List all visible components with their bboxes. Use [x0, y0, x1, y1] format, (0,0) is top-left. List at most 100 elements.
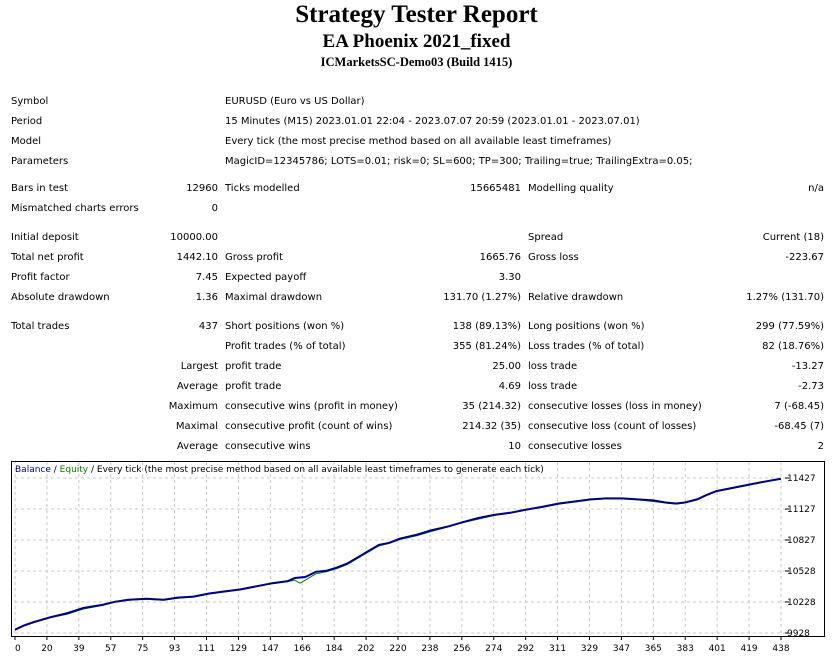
symbol-label: Symbol [11, 96, 49, 107]
chart-series [14, 477, 782, 631]
mismatch-value: 0 [211, 203, 218, 214]
legend-balance: Balance [15, 465, 51, 475]
x-tick-label: 129 [230, 644, 247, 654]
largest-profit-value: 25.00 [492, 361, 521, 372]
gross-profit-value: 1665.76 [479, 252, 521, 263]
relative-drawdown-value: 1.27% (131.70) [746, 292, 824, 303]
gross-profit-label: Gross profit [225, 252, 283, 263]
report-title: Strategy Tester Report [295, 1, 538, 28]
short-positions-value: 138 (89.13%) [452, 321, 521, 332]
x-tick-label: 438 [772, 644, 789, 654]
max-consecutive-losses-label: consecutive losses (loss in money) [528, 401, 702, 412]
x-tick-label: 184 [326, 644, 343, 654]
largest-loss-label: loss trade [528, 361, 578, 372]
ticks-value: 15665481 [470, 183, 521, 194]
relative-drawdown-label: Relative drawdown [528, 292, 624, 303]
max-consecutive-wins-label: consecutive wins (profit in money) [225, 401, 398, 412]
chart-x-axis: 0 20 39 57 75 93 111 129 147 166 184 202 220 238 256 27… [14, 636, 790, 654]
x-tick-label: 383 [677, 644, 694, 654]
initial-deposit-value: 10000.00 [170, 232, 218, 243]
profit-factor-value: 7.45 [195, 272, 218, 283]
balance-line [14, 477, 782, 631]
y-tick-label: 10827 [787, 536, 816, 546]
loss-trades-label: Loss trades (% of total) [528, 341, 645, 352]
legend-description: / Every tick (the most precise method ba… [88, 465, 544, 475]
largest-profit-label: profit trade [225, 361, 282, 372]
y-tick-label: 11427 [787, 474, 816, 484]
x-tick-label: 419 [740, 644, 757, 654]
expected-payoff-value: 3.30 [498, 272, 521, 283]
bars-label: Bars in test [11, 183, 68, 194]
expected-payoff-label: Expected payoff [225, 272, 307, 283]
total-trades-label: Total trades [11, 321, 70, 332]
x-tick-label: 20 [41, 644, 53, 654]
largest-loss-value: -13.27 [791, 361, 824, 372]
x-tick-label: 274 [485, 644, 502, 654]
maximal-consecutive-loss-value: -68.45 (7) [774, 421, 824, 432]
average-loss-value: -2.73 [798, 381, 824, 392]
chart-plot-border [11, 461, 825, 637]
average-loss-label: loss trade [528, 381, 578, 392]
legend-separator: / [51, 465, 60, 475]
balance-equity-chart: Balance / Equity / Every tick (the most … [11, 461, 825, 654]
chart-y-axis: 11427 11127 10827 10528 10228 9928 [785, 474, 816, 639]
x-tick-label: 111 [198, 644, 215, 654]
y-tick-label: 10528 [787, 567, 816, 577]
x-tick-label: 166 [294, 644, 311, 654]
x-tick-label: 292 [517, 644, 534, 654]
net-profit-label: Total net profit [11, 252, 84, 263]
maximal-consecutive-loss-label: consecutive loss (count of losses) [528, 421, 697, 432]
profit-trades-label: Profit trades (% of total) [225, 341, 346, 352]
average-consecutive-losses-label: consecutive losses [528, 441, 622, 452]
model-label: Model [11, 136, 42, 147]
maximal-drawdown-label: Maximal drawdown [225, 292, 323, 303]
x-tick-label: 401 [709, 644, 726, 654]
maximal-label: Maximal [175, 421, 218, 432]
period-value: 15 Minutes (M15) 2023.01.01 22:04 - 2023… [225, 116, 640, 127]
server-build: ICMarketsSC-Demo03 (Build 1415) [320, 55, 513, 69]
x-tick-label: 39 [73, 644, 85, 654]
initial-deposit-label: Initial deposit [11, 232, 79, 243]
total-trades-value: 437 [198, 321, 218, 332]
x-tick-label: 75 [137, 644, 148, 654]
max-consecutive-losses-value: 7 (-68.45) [774, 401, 824, 412]
short-positions-label: Short positions (won %) [225, 321, 345, 332]
x-tick-label: 347 [613, 644, 630, 654]
x-tick-label: 238 [421, 644, 438, 654]
quality-label: Modelling quality [528, 183, 614, 194]
model-value: Every tick (the most precise method base… [225, 136, 612, 147]
x-tick-label: 93 [169, 644, 180, 654]
gross-loss-label: Gross loss [528, 252, 579, 263]
chart-legend: Balance / Equity / Every tick (the most … [15, 465, 544, 475]
x-tick-label: 256 [453, 644, 470, 654]
x-tick-label: 311 [549, 644, 566, 654]
maximal-drawdown-value: 131.70 (1.27%) [443, 292, 521, 303]
quality-value: n/a [808, 183, 824, 194]
x-tick-label: 202 [357, 644, 374, 654]
gross-loss-value: -223.67 [785, 252, 824, 263]
y-tick-label: 10228 [787, 598, 816, 608]
long-positions-label: Long positions (won %) [528, 321, 645, 332]
parameters-value: MagicID=12345786; LOTS=0.01; risk=0; SL=… [225, 156, 693, 167]
ticks-label: Ticks modelled [225, 183, 300, 194]
symbol-value: EURUSD (Euro vs US Dollar) [225, 96, 365, 107]
x-tick-label: 220 [389, 644, 406, 654]
max-consecutive-wins-value: 35 (214.32) [462, 401, 521, 412]
parameters-label: Parameters [11, 156, 69, 167]
average-label: Average [176, 381, 218, 392]
x-tick-label: 329 [581, 644, 598, 654]
average-consecutive-wins-label: consecutive wins [225, 441, 311, 452]
maximum-label: Maximum [168, 401, 218, 412]
x-tick-label: 0 [15, 644, 21, 654]
long-positions-value: 299 (77.59%) [755, 321, 824, 332]
average-profit-value: 4.69 [498, 381, 521, 392]
legend-equity: Equity [60, 465, 89, 475]
average-consecutive-losses-value: 2 [817, 441, 824, 452]
y-tick-label: 9928 [787, 629, 810, 639]
x-tick-label: 57 [105, 644, 116, 654]
mismatch-label: Mismatched charts errors [11, 203, 139, 214]
average-consecutive-label: Average [176, 441, 218, 452]
y-tick-label: 11127 [787, 505, 816, 515]
average-consecutive-wins-value: 10 [508, 441, 521, 452]
maximal-consecutive-profit-label: consecutive profit (count of wins) [225, 421, 393, 432]
